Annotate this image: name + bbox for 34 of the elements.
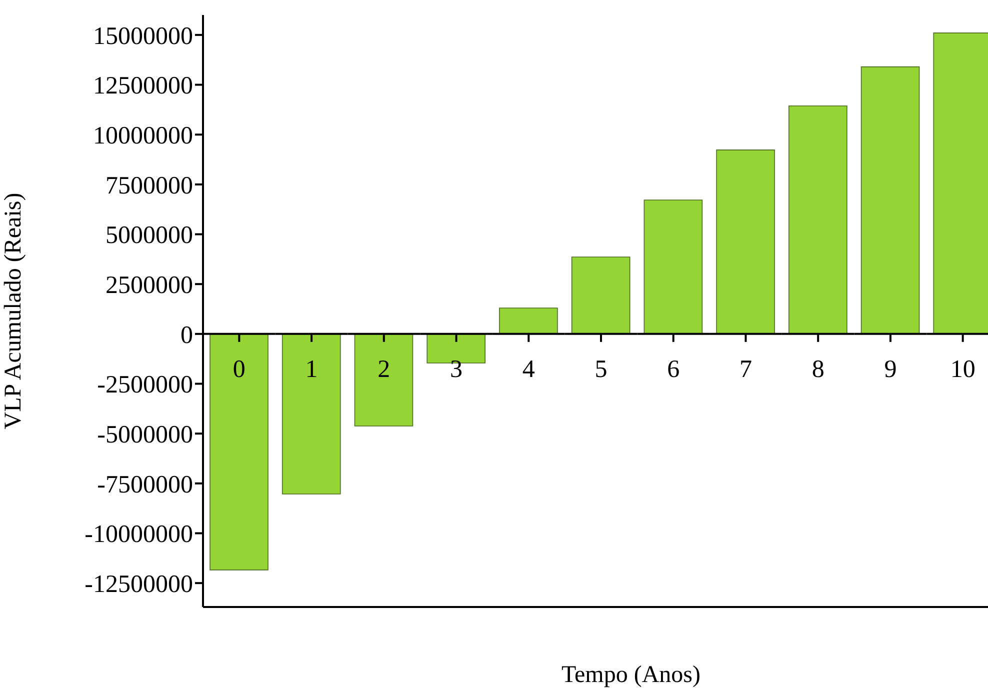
bar: [499, 308, 558, 334]
x-tick-label: 8: [812, 356, 824, 383]
x-tick-label: 4: [522, 356, 536, 383]
x-tick-label: 3: [450, 356, 463, 383]
bar: [860, 66, 920, 334]
x-tick-label: 1: [305, 356, 318, 383]
bar: [354, 334, 414, 426]
x-tick-label: 0: [232, 356, 246, 383]
y-tick-label: 0: [180, 322, 193, 349]
bar: [210, 334, 268, 570]
x-tick-label: 10: [950, 356, 976, 383]
y-tick-label: -10000000: [84, 521, 193, 548]
x-tick-label: 5: [594, 356, 608, 383]
x-tick-label: 7: [739, 356, 752, 383]
y-tick-label: 5000000: [106, 222, 193, 250]
y-tick-label: 12500000: [93, 72, 193, 100]
bar: [716, 150, 775, 334]
x-tick-label: 2: [378, 356, 390, 383]
y-tick-label: -5000000: [97, 421, 193, 448]
y-axis-title: VLP Acumulado (Reais): [0, 192, 27, 430]
y-tick-label: 7500000: [106, 172, 193, 200]
bar: [788, 105, 848, 334]
x-tick-label: 9: [884, 356, 897, 383]
bar: [571, 256, 630, 334]
y-tick-label: -2500000: [97, 372, 193, 399]
x-tick-label: 6: [667, 356, 680, 383]
y-tick-label: -12500000: [84, 570, 193, 598]
y-tick-label: -7500000: [97, 471, 193, 498]
y-tick-label: 10000000: [93, 122, 193, 150]
y-tick-label: 15000000: [93, 22, 193, 50]
bar: [282, 334, 341, 494]
y-tick-label: 2500000: [106, 272, 193, 299]
x-axis-title: Tempo (Anos): [562, 662, 700, 688]
bar: [644, 200, 703, 334]
